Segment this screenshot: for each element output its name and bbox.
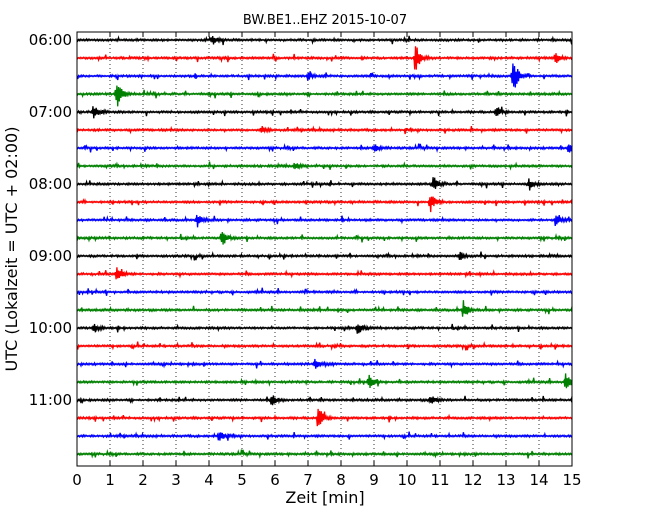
chart-title: BW.BE1..EHZ 2015-10-07	[243, 13, 407, 28]
trace-row-1145	[76, 448, 573, 460]
trace-row-0600	[76, 35, 573, 46]
x-tick-label: 14	[529, 471, 548, 489]
trace-row-0800	[76, 177, 573, 191]
x-tick-label: 6	[270, 471, 280, 489]
trace-row-1045	[76, 373, 573, 389]
trace-row-1115	[76, 408, 573, 427]
vertical-grid	[109, 32, 540, 466]
x-tick-label: 4	[204, 471, 214, 489]
x-tick-label: 5	[237, 471, 247, 489]
seismic-traces	[76, 35, 573, 460]
x-tick-label: 10	[397, 471, 416, 489]
trace-row-1015	[76, 340, 573, 352]
trace-row-0645	[76, 85, 573, 107]
trace-row-1030	[76, 358, 573, 369]
y-tick-label: 07:00	[29, 103, 72, 121]
trace-row-1130	[76, 431, 573, 441]
x-tick-label: 8	[336, 471, 346, 489]
y-axis-label: UTC (Lokalzeit = UTC + 02:00)	[2, 127, 21, 372]
plot-frame	[76, 31, 573, 467]
trace-row-0845	[76, 231, 573, 245]
x-tick-label: 13	[496, 471, 515, 489]
trace-row-0745	[76, 161, 573, 171]
trace-row-0700	[76, 106, 573, 119]
trace-row-1000	[76, 323, 573, 334]
y-tick-label: 09:00	[29, 247, 72, 265]
trace-row-0830	[76, 214, 573, 228]
trace-row-0945	[76, 300, 573, 317]
x-tick-label: 3	[171, 471, 181, 489]
trace-row-0615	[76, 46, 573, 70]
x-tick-label: 7	[303, 471, 313, 489]
trace-row-0915	[76, 267, 573, 280]
trace-row-0730	[76, 142, 573, 154]
x-tick-label: 0	[72, 471, 82, 489]
x-axis-label: Zeit [min]	[285, 488, 364, 507]
trace-row-0815	[76, 196, 573, 213]
trace-row-0715	[76, 125, 573, 135]
y-tick-label: 10:00	[29, 319, 72, 337]
x-tick-label: 2	[138, 471, 148, 489]
x-tick-label: 1	[105, 471, 115, 489]
x-tick-label: 15	[562, 471, 581, 489]
trace-row-0930	[76, 287, 573, 296]
y-tick-label: 08:00	[29, 175, 72, 193]
x-axis: 0 1 2 3 4 5 6 7 8 9 10 11 12 13 14 15	[72, 32, 582, 489]
y-tick-label: 06:00	[29, 31, 72, 49]
trace-row-0630	[76, 63, 573, 88]
y-axis: 06:00 07:00 08:00 09:00 10:00 11:00	[29, 31, 572, 409]
y-tick-label: 11:00	[29, 391, 72, 409]
x-tick-label: 11	[430, 471, 449, 489]
x-tick-label: 12	[463, 471, 482, 489]
x-tick-label: 9	[369, 471, 379, 489]
trace-row-1100	[76, 395, 573, 406]
trace-row-0900	[76, 250, 573, 261]
